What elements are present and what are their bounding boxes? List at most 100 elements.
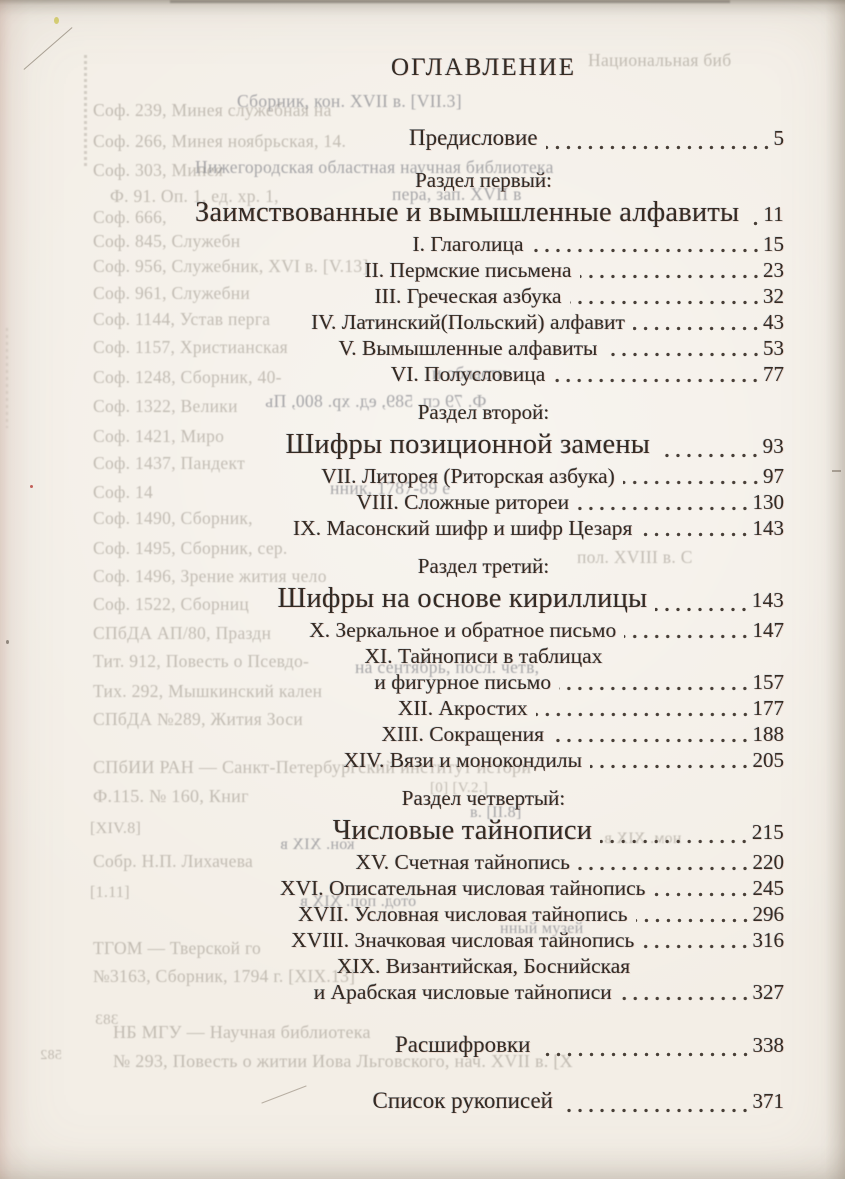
page-number: 177 <box>752 696 785 720</box>
dot-leader <box>553 378 762 383</box>
toc-entry-row: VII. Литорея (Риторская азбука) 97 <box>183 463 784 489</box>
bleedthrough-line: Соф. 1522, Сборниц <box>93 594 250 614</box>
dot-leader <box>552 738 751 743</box>
bleedthrough-line: [XIV.8] <box>90 820 142 837</box>
bleedthrough-line: на сентябрь, посл. четв, <box>355 657 540 677</box>
toc-entry-label: XIX. Византийская, Боснийская <box>336 954 631 978</box>
bleedthrough-line: Соф. 1144, Устав перга <box>93 309 271 329</box>
toc-entry-row: II. Пермские письмена 23 <box>183 257 784 283</box>
toc-entry-label: XII. Акростих <box>397 696 528 720</box>
toc-entry-label: X. Зеркальное и обратное письмо <box>309 618 617 642</box>
dot-leader <box>658 453 761 458</box>
bleedthrough-line: Соф. 239, Минея служебная на <box>93 100 332 120</box>
toc-entry-label: и Арабская числовые тайнописи <box>313 980 612 1004</box>
bleedthrough-line: Тих. 292, Мышкинский кален <box>93 681 323 701</box>
bleedthrough-line: Соф. 1157, Христианская <box>93 337 288 357</box>
dot-leader <box>600 839 750 844</box>
section-title-row: Заимствованные и вымышленные алфавиты 11 <box>183 196 784 231</box>
toc-entry-label: XIII. Сокращения <box>381 722 545 746</box>
toc-closing-label: Список рукописей <box>372 1088 553 1113</box>
dot-leader <box>577 506 751 511</box>
page-number: 53 <box>763 336 785 360</box>
bleedthrough-line: 582 <box>40 1048 62 1063</box>
section-kicker: Раздел третий: <box>417 554 550 578</box>
dot-leader <box>538 1052 751 1057</box>
bleedthrough-line: в. [II.8] <box>470 804 522 821</box>
bleedthrough-line: [0] [V.2.] <box>430 780 489 796</box>
page-number: 371 <box>752 1089 785 1113</box>
dot-leader <box>622 480 762 485</box>
toc-entry-row: XIII. Сокращения 188 <box>183 721 784 747</box>
section-kicker: Раздел второй: <box>417 400 550 424</box>
dot-leader <box>559 686 751 691</box>
section-title-label: Шифры позиционной замены <box>285 429 651 460</box>
toc-entry-row: IV. Латинский(Польский) алфавит 43 <box>183 309 784 335</box>
page-title: ОГЛАВЛЕНИЕ <box>391 54 576 81</box>
bleedthrough-line: Сборник, кон. XVII в. [VII.3] <box>237 91 462 111</box>
dot-leader <box>605 352 762 357</box>
toc-closing-row: Список рукописей 371 <box>183 1085 784 1117</box>
dot-leader <box>619 996 751 1001</box>
toc-entry-row: III. Греческая азбука 32 <box>183 283 785 309</box>
toc-entry-label: IX. Масонский шифр и шифр Цезаря <box>293 516 633 540</box>
bleedthrough-line: нный музей <box>500 920 584 937</box>
toc-entry-row: XV. Счетная тайнопись 220 <box>183 849 785 875</box>
page-number: 32 <box>763 284 784 308</box>
dot-leader <box>653 892 751 897</box>
page-number: 296 <box>752 902 785 926</box>
toc-section: Раздел первый: Заимствованные и вымышленн… <box>183 168 784 387</box>
toc-entry-label: VI. Полусловица <box>390 362 546 386</box>
bleedthrough-line: пол. XVIII в. С <box>577 547 693 567</box>
section-title-row: Числовые тайнописи 215 <box>183 814 784 849</box>
bleedthrough-line: и области <box>432 363 507 383</box>
toc-closing: Расшифровки 338 Список рукописей 371 <box>183 1029 784 1117</box>
toc-entry-row: и фигурное письмо 157 <box>183 669 784 695</box>
bleedthrough-line: Национальная биб <box>588 50 732 70</box>
page-number: 205 <box>752 748 785 772</box>
bleedthrough-line: Соф. 1421, Миро <box>93 426 225 446</box>
bleedthrough-line: Соф. 666, <box>93 207 167 227</box>
section-title-label: Шифры на основе кириллицы <box>277 583 648 614</box>
page-number: 97 <box>763 464 785 488</box>
dot-leader <box>624 634 751 639</box>
page-number: 77 <box>763 362 785 386</box>
bleedthrough-line: СПбИИ РАН — Санкт-Петербургский институт… <box>93 757 532 777</box>
toc-entry-label: IV. Латинский(Польский) алфавит <box>311 310 625 334</box>
bleedthrough-line: Нижегородская областная научная библиоте… <box>195 157 554 177</box>
toc-closing-row: Расшифровки 338 <box>183 1029 784 1061</box>
page-number: 5 <box>773 126 785 150</box>
toc-entry-row: XI. Тайнописи в таблицах <box>183 643 784 669</box>
dot-leader <box>535 712 751 717</box>
toc-entry-label: XI. Тайнописи в таблицах <box>364 644 603 668</box>
bleedthrough-line: №3163, Сборник, 1794 г. [XIX.13] <box>93 966 356 986</box>
toc-entry-row: и Арабская числовые тайнописи 327 <box>183 979 784 1005</box>
dot-leader <box>578 866 751 871</box>
page-number: 147 <box>752 618 785 642</box>
toc-entry-label: XVII. Условная числовая тайнопись <box>297 902 628 926</box>
bleedthrough-line: [1.11] <box>90 884 130 901</box>
section-title-label: Числовые тайнописи <box>332 815 593 846</box>
bleedthrough-line: НБ МГУ — Научная библиотека <box>113 1022 371 1042</box>
page-number: 188 <box>752 722 785 746</box>
page-number: 43 <box>763 310 785 334</box>
toc-entry-label: XVIII. Значковая числовая тайнопись <box>291 928 635 952</box>
dot-leader <box>579 274 762 279</box>
dot-leader <box>560 1108 751 1113</box>
dot-leader <box>590 764 751 769</box>
toc-entry-label: II. Пермские письмена <box>364 258 572 282</box>
dot-leader <box>545 145 772 150</box>
page-number: 23 <box>763 258 785 282</box>
bleedthrough-line: Соф. 845, Служебн <box>93 231 241 251</box>
bleedthrough-line: Тит. 912, Повесть о Псевдо- <box>93 651 310 671</box>
toc-entry-label: и фигурное письмо <box>374 670 552 694</box>
page-number: 11 <box>763 202 784 226</box>
bleedthrough-line: Ф. 91. Оп. 1, ед. хр. 1, <box>110 186 279 206</box>
section-title-row: Шифры на основе кириллицы 143 <box>183 582 784 617</box>
toc-entry-label: XV. Счетная тайнопись <box>355 850 570 874</box>
bleedthrough-line: Соф. 956, Служебник, XVI в. [V.13] <box>93 256 369 276</box>
bleedthrough-line: Соф. 1496, Зрение жития чело <box>93 566 327 586</box>
toc-preface: Предисловие 5 <box>183 122 784 154</box>
section-kicker: Раздел первый: <box>415 168 552 192</box>
table-of-contents: ОГЛАВЛЕНИЕ Предисловие 5 Раздел первый: Заи… <box>183 54 784 1117</box>
